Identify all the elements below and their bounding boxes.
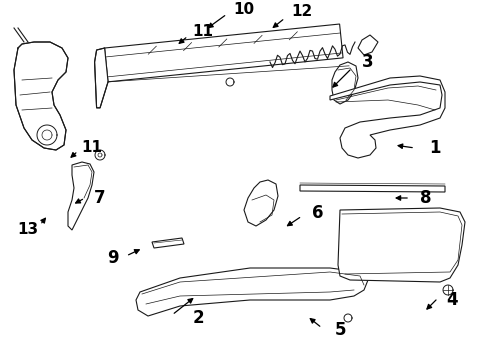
Text: 8: 8 [420,189,432,207]
Polygon shape [244,180,278,226]
Text: 9: 9 [107,249,119,267]
Text: 12: 12 [292,4,313,19]
Polygon shape [226,78,234,86]
Text: 11: 11 [193,24,214,40]
Text: 1: 1 [429,139,441,157]
Polygon shape [68,162,94,230]
Polygon shape [136,268,368,316]
Polygon shape [152,238,184,248]
Text: 3: 3 [362,53,374,71]
Polygon shape [330,76,445,158]
Text: 4: 4 [446,291,458,309]
Polygon shape [300,185,445,192]
Text: 10: 10 [233,3,255,18]
Text: 5: 5 [334,321,346,339]
Polygon shape [14,42,68,150]
Polygon shape [344,314,352,322]
Polygon shape [338,208,465,282]
Text: 7: 7 [94,189,106,207]
Polygon shape [95,48,108,108]
Text: 6: 6 [312,204,324,222]
Polygon shape [104,24,343,82]
Text: 11: 11 [81,140,102,156]
Text: 13: 13 [18,222,39,238]
Polygon shape [332,62,358,104]
Polygon shape [443,285,453,295]
Polygon shape [95,150,105,160]
Text: 2: 2 [192,309,204,327]
Polygon shape [358,35,378,55]
